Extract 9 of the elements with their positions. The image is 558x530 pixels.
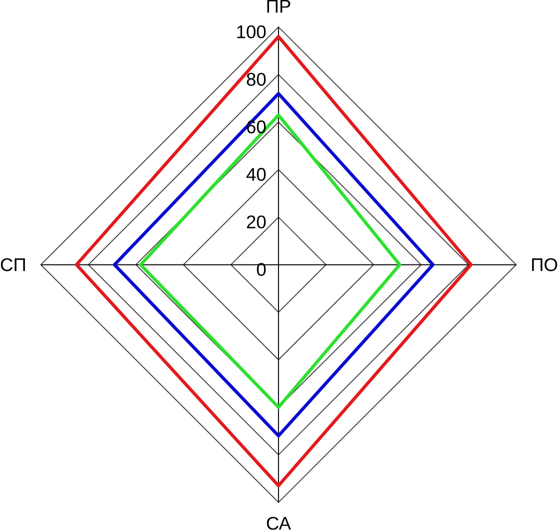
spoke-label: ПР [267, 0, 290, 13]
y-tick-label: 40 [246, 168, 266, 181]
spoke-label: СА [266, 516, 291, 530]
spoke-label: СП [0, 258, 25, 272]
y-tick-label: 80 [246, 72, 266, 86]
spoke-label: ПО [532, 258, 558, 272]
y-tick-label: 100 [237, 25, 266, 38]
y-tick-label: 0 [256, 263, 266, 276]
y-tick-label: 20 [246, 216, 266, 229]
